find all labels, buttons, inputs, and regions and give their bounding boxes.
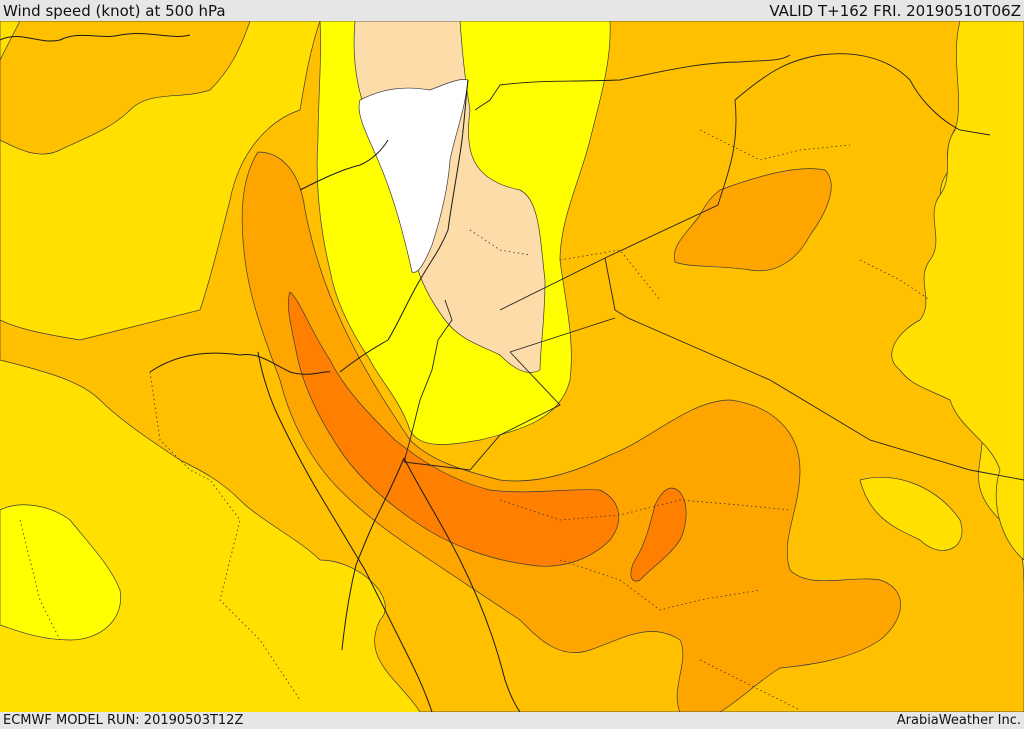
admin-borders — [19, 129, 931, 711]
coastlines — [0, 33, 521, 712]
field-orange — [241, 151, 901, 712]
field-gold-inner-nw — [0, 21, 251, 155]
field-gold-east — [891, 21, 1024, 561]
field-dark-orange-east — [630, 487, 687, 582]
map-title: Wind speed (knot) at 500 hPa — [3, 2, 226, 20]
field-gold-se — [859, 477, 963, 551]
credit: ArabiaWeather Inc. — [896, 713, 1021, 728]
model-run: ECMWF MODEL RUN: 20190503T12Z — [3, 713, 244, 728]
field-yellow-sw — [0, 504, 121, 641]
field-dark-orange — [287, 291, 619, 567]
map-footer: ECMWF MODEL RUN: 20190503T12Z ArabiaWeat… — [0, 712, 1024, 729]
political-borders — [403, 53, 1024, 481]
field-calm — [358, 79, 469, 273]
field-orange-ne — [673, 168, 832, 272]
map-header: Wind speed (knot) at 500 hPa VALID T+162… — [0, 0, 1024, 21]
valid-time: VALID T+162 FRI. 20190510T06Z — [769, 2, 1021, 20]
wind-speed-map — [0, 21, 1024, 712]
